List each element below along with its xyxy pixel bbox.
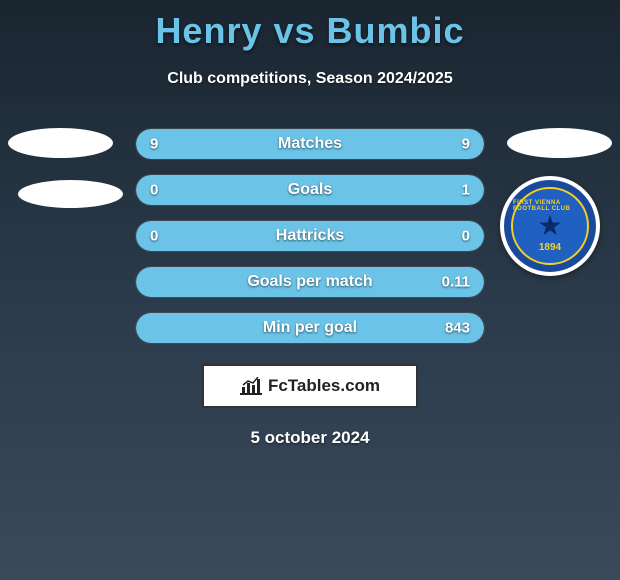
bar-fill-left bbox=[136, 313, 258, 343]
bar-fill-left bbox=[136, 267, 258, 297]
bar-fill-right bbox=[206, 175, 484, 205]
bar-fill-left bbox=[136, 175, 206, 205]
star-icon: ★ bbox=[537, 212, 562, 240]
stat-label: Goals per match bbox=[247, 273, 372, 291]
stat-value-right: 0.11 bbox=[442, 274, 470, 291]
player-right-placeholder bbox=[507, 128, 612, 158]
stat-label: Hattricks bbox=[276, 227, 344, 245]
stat-label: Matches bbox=[278, 135, 342, 153]
comparison-bars: Matches 9 9 Goals 0 1 Hattricks 0 0 Goals per mat… bbox=[135, 128, 485, 344]
stat-row: Goals 0 1 bbox=[135, 174, 485, 206]
brand-text: FcTables.com bbox=[268, 376, 380, 396]
stat-value-left: 9 bbox=[150, 136, 158, 153]
brand-badge: FcTables.com bbox=[202, 364, 418, 408]
stat-value-right: 9 bbox=[462, 136, 470, 153]
badge-year: 1894 bbox=[539, 242, 561, 253]
page-subtitle: Club competitions, Season 2024/2025 bbox=[0, 70, 620, 88]
stat-value-left: 0 bbox=[150, 228, 158, 245]
stat-row: Goals per match 0.11 bbox=[135, 266, 485, 298]
stat-row: Hattricks 0 0 bbox=[135, 220, 485, 252]
club-badge: FIRST VIENNA FOOTBALL CLUB ★ 1894 bbox=[500, 176, 600, 276]
stats-area: FIRST VIENNA FOOTBALL CLUB ★ 1894 Matche… bbox=[0, 128, 620, 344]
player-left-placeholder-1 bbox=[8, 128, 113, 158]
club-badge-inner: FIRST VIENNA FOOTBALL CLUB ★ 1894 bbox=[511, 187, 589, 265]
stat-row: Min per goal 843 bbox=[135, 312, 485, 344]
chart-icon bbox=[240, 377, 262, 395]
page-title: Henry vs Bumbic bbox=[0, 0, 620, 52]
player-left-placeholder-2 bbox=[18, 180, 123, 208]
stat-value-right: 0 bbox=[462, 228, 470, 245]
stat-value-right: 843 bbox=[445, 320, 470, 337]
stat-row: Matches 9 9 bbox=[135, 128, 485, 160]
stat-value-right: 1 bbox=[462, 182, 470, 199]
stat-value-left: 0 bbox=[150, 182, 158, 199]
date-text: 5 october 2024 bbox=[0, 428, 620, 448]
stat-label: Goals bbox=[288, 181, 332, 199]
stat-label: Min per goal bbox=[263, 319, 357, 337]
